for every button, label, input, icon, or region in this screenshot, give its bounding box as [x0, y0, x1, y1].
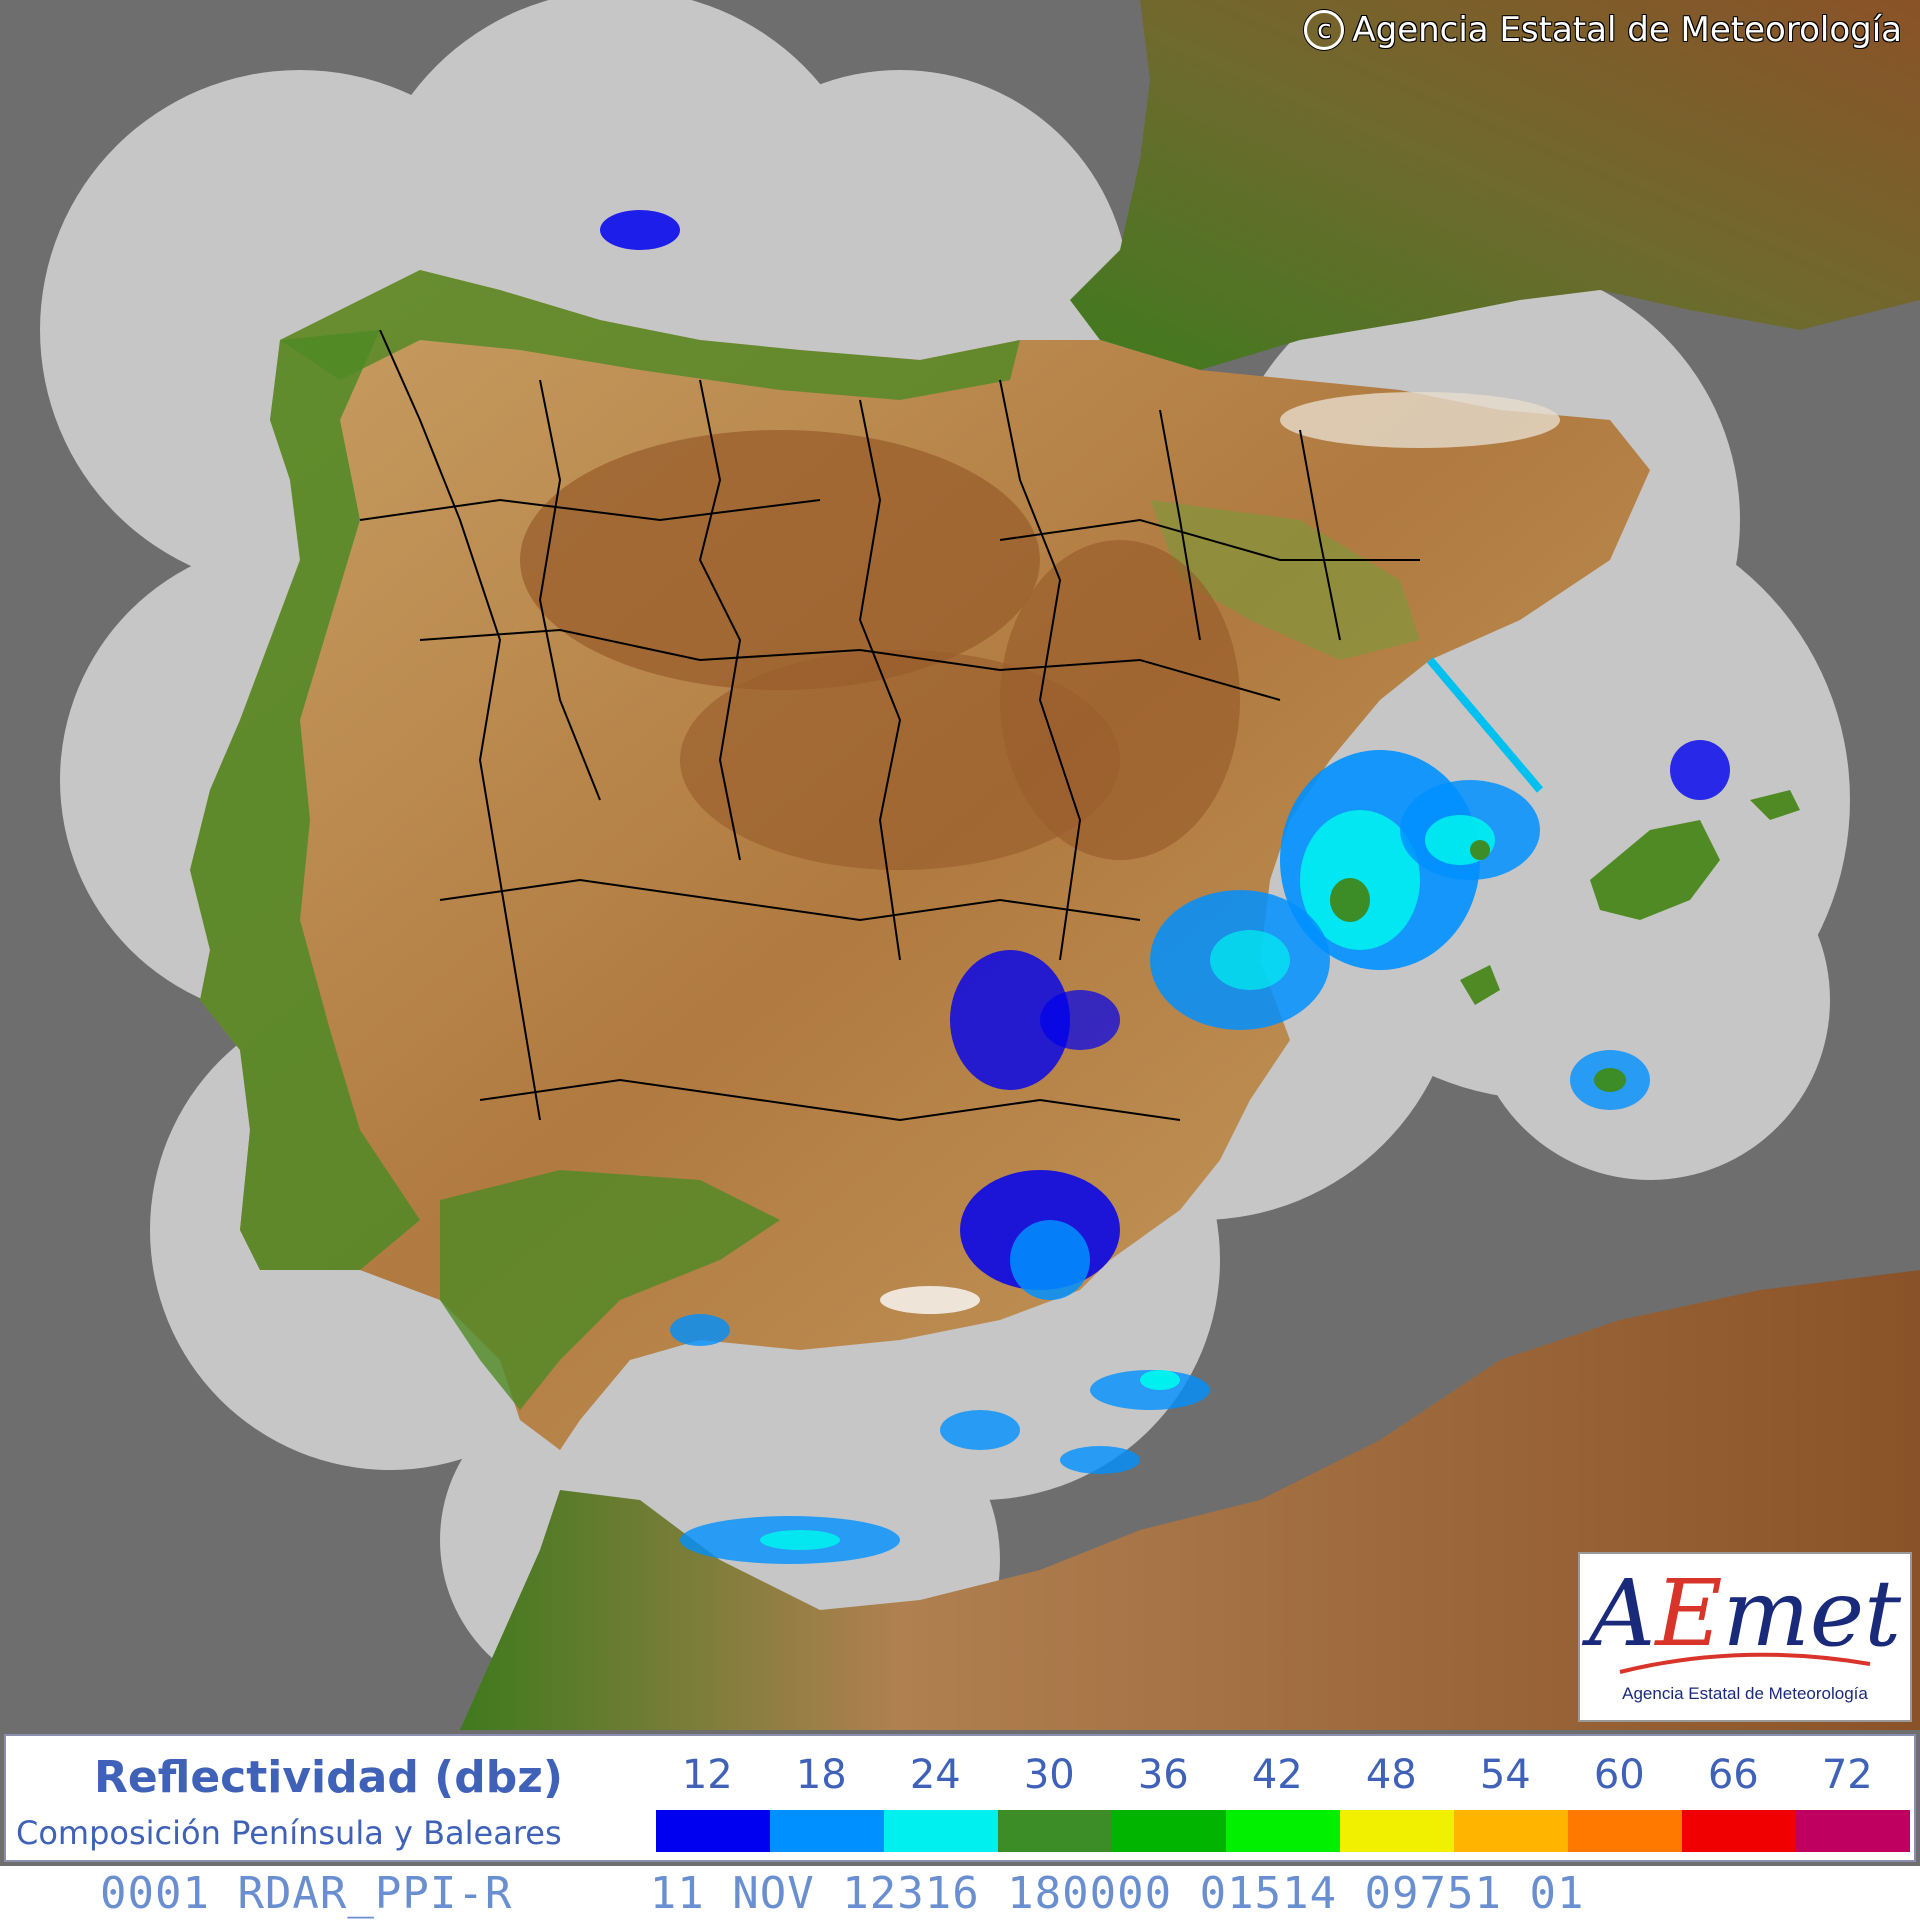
scale-label-36: 36 [1137, 1752, 1189, 1798]
product-info-text: 0001 RDAR_PPI-R 11 NOV 12316 180000 0151… [100, 1868, 1585, 1919]
aemet-logo: AEmet Agencia Estatal de Meteorología [1578, 1552, 1912, 1722]
france-land [1070, 0, 1920, 370]
product-info-footer: 0001 RDAR_PPI-R 11 NOV 12316 180000 0151… [0, 1866, 1920, 1920]
pyrenees-snow [1280, 392, 1560, 448]
portugal-lowland [190, 330, 420, 1270]
reflectivity-legend: Reflectividad (dbz) Composición Penínsul… [4, 1734, 1916, 1862]
copyright-text: Agencia Estatal de Meteorología [1352, 10, 1902, 50]
scale-swatch-36 [1112, 1810, 1226, 1852]
north-coast-green [280, 270, 1020, 400]
scale-label-60: 60 [1593, 1752, 1645, 1798]
scale-swatch-12 [656, 1810, 770, 1852]
mallorca [1590, 820, 1720, 920]
scale-label-66: 66 [1707, 1752, 1759, 1798]
scale-swatch-18 [770, 1810, 884, 1852]
legend-subtitle: Composición Península y Baleares [16, 1814, 562, 1852]
meseta-highland [520, 430, 1040, 690]
scale-swatch-60 [1568, 1810, 1682, 1852]
legend-title: Reflectividad (dbz) [94, 1752, 563, 1803]
copyright-notice: c Agencia Estatal de Meteorología [1304, 10, 1902, 50]
menorca [1750, 790, 1800, 820]
scale-swatch-24 [884, 1810, 998, 1852]
copyright-icon: c [1304, 10, 1345, 50]
scale-swatch-42 [1226, 1810, 1340, 1852]
scale-label-24: 24 [909, 1752, 961, 1798]
ebro-lowland [1150, 500, 1420, 660]
iberian-system [1000, 540, 1240, 860]
aemet-logo-subtitle: Agencia Estatal de Meteorología [1622, 1684, 1868, 1703]
scale-label-54: 54 [1479, 1752, 1531, 1798]
radar-map: c Agencia Estatal de Meteorología AEmet … [40, 0, 1920, 1730]
scale-swatch-66 [1682, 1810, 1796, 1852]
aemet-logo-wordmark: AEmet [1588, 1560, 1902, 1667]
scale-label-42: 42 [1251, 1752, 1303, 1798]
scale-label-18: 18 [795, 1752, 847, 1798]
logo-swoosh [1619, 1652, 1871, 1674]
scale-label-72: 72 [1821, 1752, 1873, 1798]
terrain-map [40, 0, 1920, 1730]
scale-swatch-54 [1454, 1810, 1568, 1852]
scale-label-48: 48 [1365, 1752, 1417, 1798]
scale-labels: 12 18 24 30 36 42 48 54 60 66 72 [6, 1752, 1914, 1800]
guadalquivir-lowland [440, 1170, 780, 1410]
sierra-nevada-snow [880, 1286, 980, 1314]
scale-label-12: 12 [681, 1752, 733, 1798]
scale-swatch-72 [1796, 1810, 1910, 1852]
province-borders [359, 329, 1420, 1122]
radar-echoes [600, 210, 1730, 1564]
color-scale-bar [656, 1810, 1910, 1852]
scale-swatch-30 [998, 1810, 1112, 1852]
scale-swatch-48 [1340, 1810, 1454, 1852]
scale-label-30: 30 [1023, 1752, 1075, 1798]
ibiza [1460, 965, 1500, 1005]
africa-land [460, 1270, 1920, 1730]
